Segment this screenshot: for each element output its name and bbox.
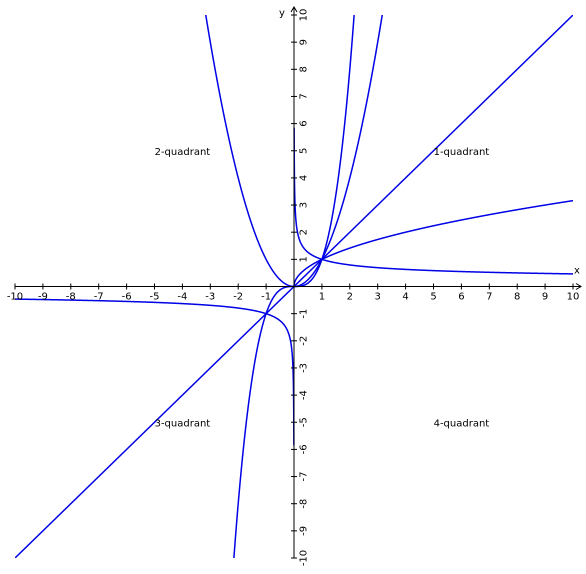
y-tick-label: -6 — [299, 444, 310, 454]
y-tick-label: -8 — [299, 499, 310, 509]
x-tick-label: -1 — [261, 292, 271, 303]
x-tick-label: -10 — [7, 292, 23, 303]
y-tick-label: 3 — [299, 202, 310, 208]
x-tick-label: 10 — [567, 292, 580, 303]
x-axis-arrow — [575, 283, 582, 290]
y-tick-label: -4 — [299, 390, 310, 400]
quadrant-label-3: 3-quadrant — [155, 418, 211, 429]
x-tick-label: -4 — [177, 292, 187, 303]
x-tick-label: 2 — [347, 292, 353, 303]
y-tick-label: 1 — [299, 256, 310, 262]
y-tick-label: -10 — [299, 550, 310, 566]
series-line-4 — [293, 199, 573, 287]
quadrant-label-4: 4-quadrant — [434, 418, 490, 429]
x-tick-label: -5 — [150, 292, 160, 303]
axes-layer: x y — [15, 6, 582, 558]
x-tick-label: -9 — [38, 292, 48, 303]
y-tick-label: -9 — [299, 526, 310, 536]
y-axis-label: y — [279, 8, 285, 19]
x-tick-label: 8 — [514, 292, 520, 303]
y-tick-label: -7 — [299, 472, 310, 482]
y-tick-label: 6 — [299, 120, 310, 126]
x-tick-label: -7 — [94, 292, 104, 303]
x-tick-label: 6 — [458, 292, 464, 303]
quadrant-labels: 1-quadrant 2-quadrant 3-quadrant 4-quadrant — [155, 147, 490, 430]
x-tick-label: -2 — [233, 292, 243, 303]
y-tick-label: -5 — [299, 417, 310, 427]
y-axis-arrow — [290, 6, 298, 13]
x-tick-label: 9 — [542, 292, 548, 303]
x-tick-label: 7 — [486, 292, 492, 303]
y-tick-label: 5 — [299, 148, 310, 154]
y-tick-label: 10 — [299, 9, 310, 22]
series-line-5 — [15, 127, 573, 446]
y-tick-label: 2 — [299, 229, 310, 235]
quadrant-label-1: 1-quadrant — [434, 147, 490, 158]
quadrant-label-2: 2-quadrant — [155, 147, 211, 158]
y-tick-label: 7 — [299, 93, 310, 99]
x-tick-label: 5 — [430, 292, 436, 303]
y-tick-label: 4 — [299, 175, 310, 181]
y-tick-label: -2 — [299, 336, 310, 346]
x-tick-label: -6 — [122, 292, 132, 303]
x-tick-label: 4 — [402, 292, 408, 303]
ticks-layer: -10 -9 -8 -7 -6 -5 -4 -3 -2 -1 1 2 3 4 5 6 7 8 9 10 -10 -9 -8 -… — [7, 9, 580, 567]
x-axis-label: x — [574, 266, 580, 277]
x-tick-label: -3 — [205, 292, 215, 303]
y-tick-label: 8 — [299, 66, 310, 72]
y-tick-label: 9 — [299, 39, 310, 45]
x-tick-label: 3 — [375, 292, 381, 303]
y-tick-label: -1 — [299, 309, 310, 319]
x-tick-label: 1 — [319, 292, 325, 303]
y-tick-label: -3 — [299, 363, 310, 373]
x-tick-label: -8 — [66, 292, 76, 303]
